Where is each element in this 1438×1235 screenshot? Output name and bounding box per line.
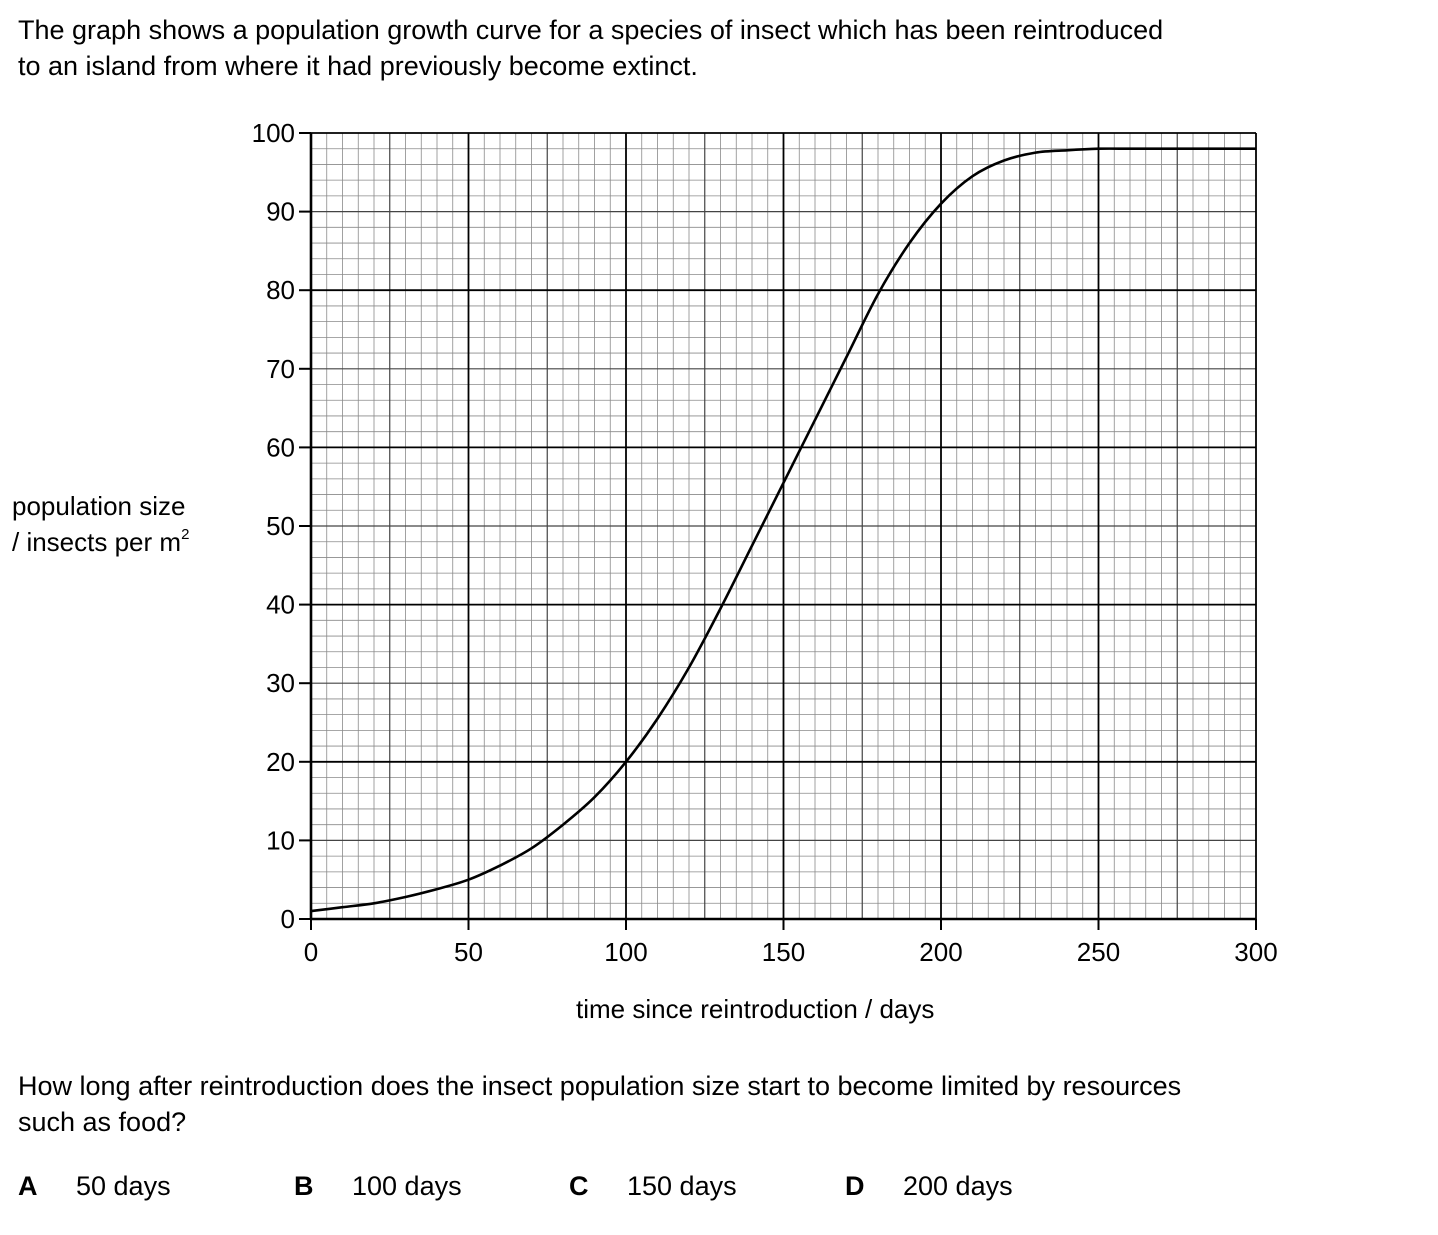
tick-labels: 0 10 20 30 40 50 60 70 80 90 100 0 50 100 150 200 250 300 — [252, 118, 1278, 967]
question-line-1: How long after reintroduction does the i… — [18, 1071, 1182, 1101]
x-tick-label: 50 — [454, 937, 483, 967]
option-a-text: 50 days — [76, 1171, 171, 1201]
x-tick-label: 100 — [604, 937, 647, 967]
answer-options: A 50 days B 100 days C 150 days D 200 da… — [18, 1168, 1218, 1204]
option-d-letter: D — [845, 1171, 865, 1201]
y-tick-label: 50 — [266, 511, 295, 541]
population-growth-chart: 0 10 20 30 40 50 60 70 80 90 100 0 50 100 150 200 250 300 — [252, 118, 1278, 967]
option-c-letter: C — [569, 1171, 589, 1201]
y-tick-label: 20 — [266, 747, 295, 777]
intro-text: The graph shows a population growth curv… — [18, 12, 1418, 84]
option-b-text: 100 days — [352, 1171, 462, 1201]
y-tick-label: 100 — [252, 118, 295, 148]
x-tick-label: 200 — [919, 937, 962, 967]
question-text: How long after reintroduction does the i… — [18, 1068, 1418, 1140]
x-tick-label: 300 — [1234, 937, 1277, 967]
intro-line-1: The graph shows a population growth curv… — [18, 15, 1164, 45]
y-tick-label: 30 — [266, 668, 295, 698]
y-tick-label: 90 — [266, 197, 295, 227]
x-tick-label: 150 — [762, 937, 805, 967]
x-tick-label: 250 — [1077, 937, 1120, 967]
y-tick-label: 0 — [281, 904, 295, 934]
y-axis-label-line-1: population size — [12, 491, 186, 521]
y-axis-label: population size / insects per m2 — [12, 488, 189, 560]
x-tick-label: 0 — [304, 937, 318, 967]
option-a-letter: A — [18, 1171, 38, 1201]
x-axis-label: time since reintroduction / days — [576, 994, 935, 1024]
y-axis-label-line-2: / insects per m — [12, 527, 182, 557]
y-tick-label: 80 — [266, 275, 295, 305]
intro-line-2: to an island from where it had previousl… — [18, 51, 698, 81]
option-b-letter: B — [294, 1171, 314, 1201]
y-tick-label: 70 — [266, 354, 295, 384]
ticks — [299, 132, 1257, 930]
y-tick-label: 10 — [266, 825, 295, 855]
y-tick-label: 40 — [266, 590, 295, 620]
y-tick-label: 60 — [266, 432, 295, 462]
option-c-text: 150 days — [627, 1171, 737, 1201]
population-curve — [310, 147, 1256, 913]
option-d-text: 200 days — [903, 1171, 1013, 1201]
question-line-2: such as food? — [18, 1107, 187, 1137]
y-axis-label-superscript: 2 — [181, 526, 190, 543]
